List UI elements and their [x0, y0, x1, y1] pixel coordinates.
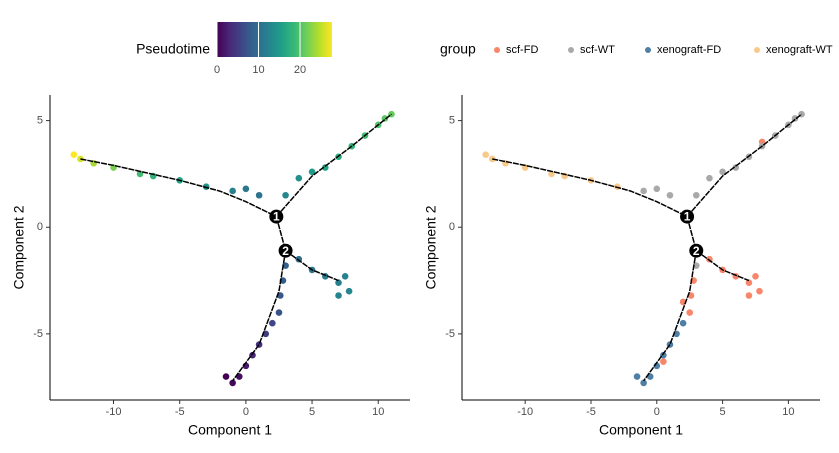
branch-point: [278, 243, 293, 258]
data-point: [745, 292, 753, 299]
colorbar-tick-label: 0: [214, 64, 220, 76]
x-tick-label: 5: [309, 406, 315, 418]
x-tick-label: 0: [243, 406, 249, 418]
x-tick-label: -5: [586, 406, 596, 418]
data-point: [756, 287, 763, 295]
data-point: [275, 309, 283, 316]
data-point: [282, 262, 289, 269]
x-tick-label: 10: [372, 406, 384, 418]
branch-label: 1: [273, 210, 280, 224]
data-point: [222, 373, 230, 380]
trajectory-line: [285, 250, 339, 282]
legend-marker: [568, 47, 574, 53]
x-tick-label: 0: [654, 406, 660, 418]
y-axis-title: Component 2: [11, 205, 27, 289]
x-axis-title: Component 1: [599, 422, 683, 438]
data-point: [282, 191, 289, 199]
trajectory-line: [80, 158, 277, 218]
branch-label: 2: [282, 244, 289, 258]
branch-point: [689, 243, 704, 258]
data-point: [633, 373, 641, 380]
y-tick-label: -5: [33, 328, 43, 340]
data-point: [640, 379, 647, 387]
trajectory-line: [232, 250, 287, 382]
data-point: [666, 191, 674, 199]
data-point: [692, 191, 700, 199]
legend-title: group: [440, 41, 476, 57]
data-point: [482, 151, 489, 159]
data-point: [745, 279, 753, 286]
data-point: [70, 151, 78, 159]
legend-label: scf-WT: [580, 44, 615, 56]
y-axis-title: Component 2: [423, 205, 439, 289]
data-point: [345, 287, 353, 295]
trajectory-line: [275, 113, 392, 218]
data-point: [321, 164, 329, 171]
data-point: [752, 272, 759, 280]
data-point: [295, 174, 303, 182]
branch-label: 1: [684, 210, 691, 224]
data-point: [308, 168, 316, 176]
data-point: [732, 164, 740, 171]
data-point: [341, 272, 349, 280]
y-tick-label: -5: [445, 328, 455, 340]
x-axis-title: Component 1: [188, 422, 272, 438]
y-tick-label: 5: [449, 115, 455, 127]
trajectory-line: [695, 250, 750, 282]
data-point: [229, 187, 236, 195]
data-point: [242, 185, 250, 193]
y-tick-label: 5: [37, 115, 43, 127]
data-point: [640, 187, 647, 195]
colorbar: [217, 22, 332, 57]
branch-point: [680, 209, 695, 224]
data-point: [706, 174, 713, 182]
data-point: [335, 279, 342, 286]
data-point: [653, 185, 661, 193]
x-tick-label: -5: [175, 406, 185, 418]
y-tick-label: 0: [449, 221, 455, 233]
branch-label: 2: [693, 244, 700, 258]
x-tick-label: 5: [720, 406, 726, 418]
legend-title: Pseudotime: [136, 41, 210, 57]
data-point: [136, 170, 144, 178]
legend-marker: [754, 47, 760, 53]
x-tick-label: 10: [782, 406, 794, 418]
data-point: [335, 292, 342, 299]
colorbar-tick-label: 20: [294, 64, 306, 76]
trajectory-line: [643, 250, 698, 382]
data-point: [269, 319, 276, 327]
legend-marker: [494, 47, 500, 53]
x-tick-label: -10: [106, 406, 122, 418]
legend-label: scf-FD: [506, 44, 538, 56]
data-point: [686, 309, 693, 316]
data-point: [229, 379, 236, 387]
data-point: [692, 262, 700, 269]
data-point: [255, 191, 263, 199]
trajectory-line: [492, 158, 688, 218]
branch-point: [269, 209, 284, 224]
data-point: [719, 168, 726, 176]
data-point: [679, 319, 687, 327]
x-tick-label: -10: [517, 406, 533, 418]
legend-label: xenograft-FD: [657, 44, 721, 56]
data-point: [548, 170, 555, 178]
data-point: [660, 358, 667, 365]
legend-marker: [645, 47, 651, 53]
trajectory-line: [686, 113, 803, 218]
legend-label: xenograft-WT: [766, 44, 833, 56]
colorbar-tick-label: 10: [252, 64, 264, 76]
y-tick-label: 0: [37, 221, 43, 233]
